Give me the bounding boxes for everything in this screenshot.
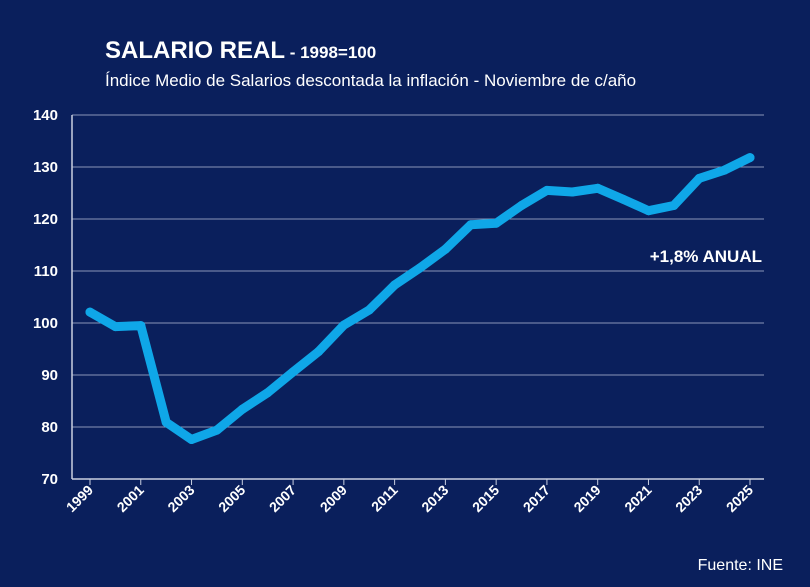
data-point-2024 bbox=[720, 165, 730, 175]
x-tick-label-2001: 2001 bbox=[114, 482, 147, 515]
data-point-2022 bbox=[669, 201, 679, 210]
data-point-2025 bbox=[745, 153, 755, 163]
data-point-1999 bbox=[85, 307, 95, 317]
data-point-2001 bbox=[136, 321, 146, 331]
x-tick-label-2019: 2019 bbox=[570, 482, 603, 515]
y-tick-label-80: 80 bbox=[41, 419, 58, 436]
data-point-2004 bbox=[212, 425, 222, 435]
data-point-2021 bbox=[644, 206, 653, 216]
x-tick-label-2003: 2003 bbox=[164, 482, 197, 515]
data-point-2023 bbox=[694, 173, 704, 183]
data-point-2008 bbox=[314, 347, 323, 357]
data-point-2009 bbox=[339, 320, 349, 330]
data-point-2016 bbox=[517, 201, 526, 210]
data-point-2019 bbox=[593, 183, 603, 193]
title-main: SALARIO REAL bbox=[105, 37, 285, 64]
data-point-2018 bbox=[567, 187, 577, 197]
x-tick-label-2017: 2017 bbox=[520, 482, 553, 515]
x-tick-label-2021: 2021 bbox=[621, 482, 654, 515]
series-salario-real bbox=[85, 153, 755, 444]
data-point-2014 bbox=[466, 220, 476, 230]
y-tick-label-90: 90 bbox=[41, 367, 58, 384]
data-point-2003 bbox=[187, 435, 196, 444]
data-point-2011 bbox=[390, 280, 400, 290]
data-point-2010 bbox=[364, 305, 374, 315]
x-tick-label-2015: 2015 bbox=[469, 482, 502, 515]
x-tick-label-2007: 2007 bbox=[266, 482, 299, 515]
data-point-2013 bbox=[440, 244, 450, 254]
data-point-2017 bbox=[542, 185, 552, 195]
x-tick-label-2013: 2013 bbox=[418, 482, 451, 515]
y-tick-label-70: 70 bbox=[41, 471, 58, 488]
x-tick-label-1999: 1999 bbox=[63, 482, 96, 515]
data-point-2006 bbox=[263, 388, 273, 398]
annual-growth-annotation: +1,8% ANUAL bbox=[650, 247, 762, 266]
y-tick-label-110: 110 bbox=[34, 263, 58, 280]
y-axis-ticks: 70 80 90 100 110 120 130 140 bbox=[33, 107, 58, 488]
x-tick-label-2005: 2005 bbox=[215, 482, 248, 515]
y-tick-label-100: 100 bbox=[33, 315, 58, 332]
gridlines bbox=[72, 114, 764, 428]
chart-subtitle: Índice Medio de Salarios descontada la i… bbox=[105, 71, 636, 90]
x-tick-label-2011: 2011 bbox=[368, 482, 401, 515]
x-axis-ticks: 1999 2001 2003 2005 2007 2009 2011 2013 2015 2017… bbox=[63, 479, 756, 515]
series-line-salario-real bbox=[85, 153, 755, 444]
title-suffix: - 1998=100 bbox=[285, 43, 376, 62]
data-point-2015 bbox=[491, 218, 501, 228]
data-point-2000 bbox=[110, 322, 120, 332]
data-point-2002 bbox=[161, 417, 171, 427]
x-tick-label-2009: 2009 bbox=[317, 482, 350, 515]
x-tick-label-2025: 2025 bbox=[723, 482, 756, 515]
y-tick-label-140: 140 bbox=[33, 107, 58, 124]
data-point-2012 bbox=[415, 263, 425, 273]
source-note: Fuente: INE bbox=[698, 557, 783, 574]
data-point-2007 bbox=[288, 367, 298, 377]
data-point-2005 bbox=[237, 404, 247, 414]
chart-title: SALARIO REAL - 1998=100 bbox=[105, 37, 376, 64]
y-tick-label-120: 120 bbox=[33, 211, 58, 228]
y-tick-label-130: 130 bbox=[33, 159, 58, 176]
data-point-2020 bbox=[618, 194, 628, 204]
x-tick-label-2023: 2023 bbox=[672, 482, 705, 515]
